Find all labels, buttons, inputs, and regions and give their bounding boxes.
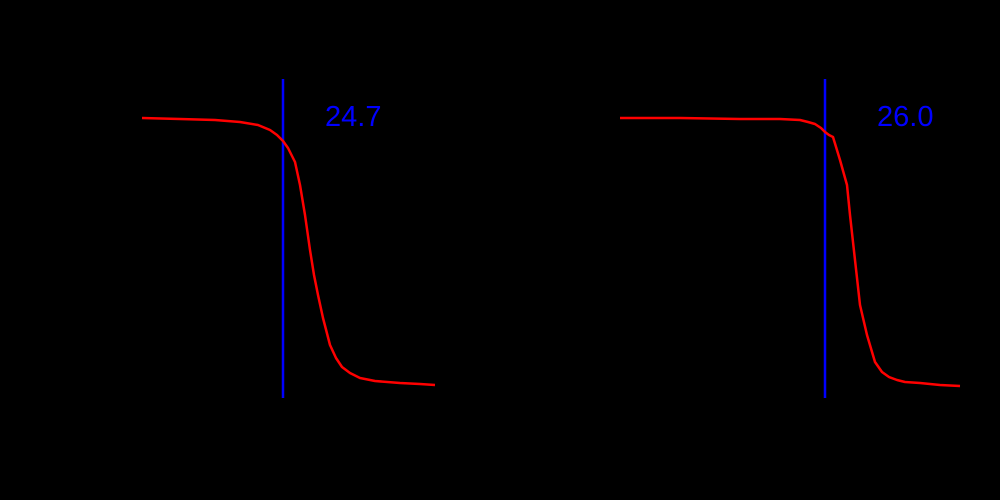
right-plot-canvas (620, 79, 961, 398)
right-red-curve (620, 116, 961, 388)
left-plot-canvas (141, 79, 436, 398)
right-threshold-label: 26.0 (877, 101, 934, 133)
left-threshold-label: 24.7 (325, 101, 382, 133)
right-plot-panel: 26.0 (500, 0, 1000, 500)
left-red-curve (141, 116, 436, 387)
left-plot-panel: 24.7 (141, 79, 436, 398)
